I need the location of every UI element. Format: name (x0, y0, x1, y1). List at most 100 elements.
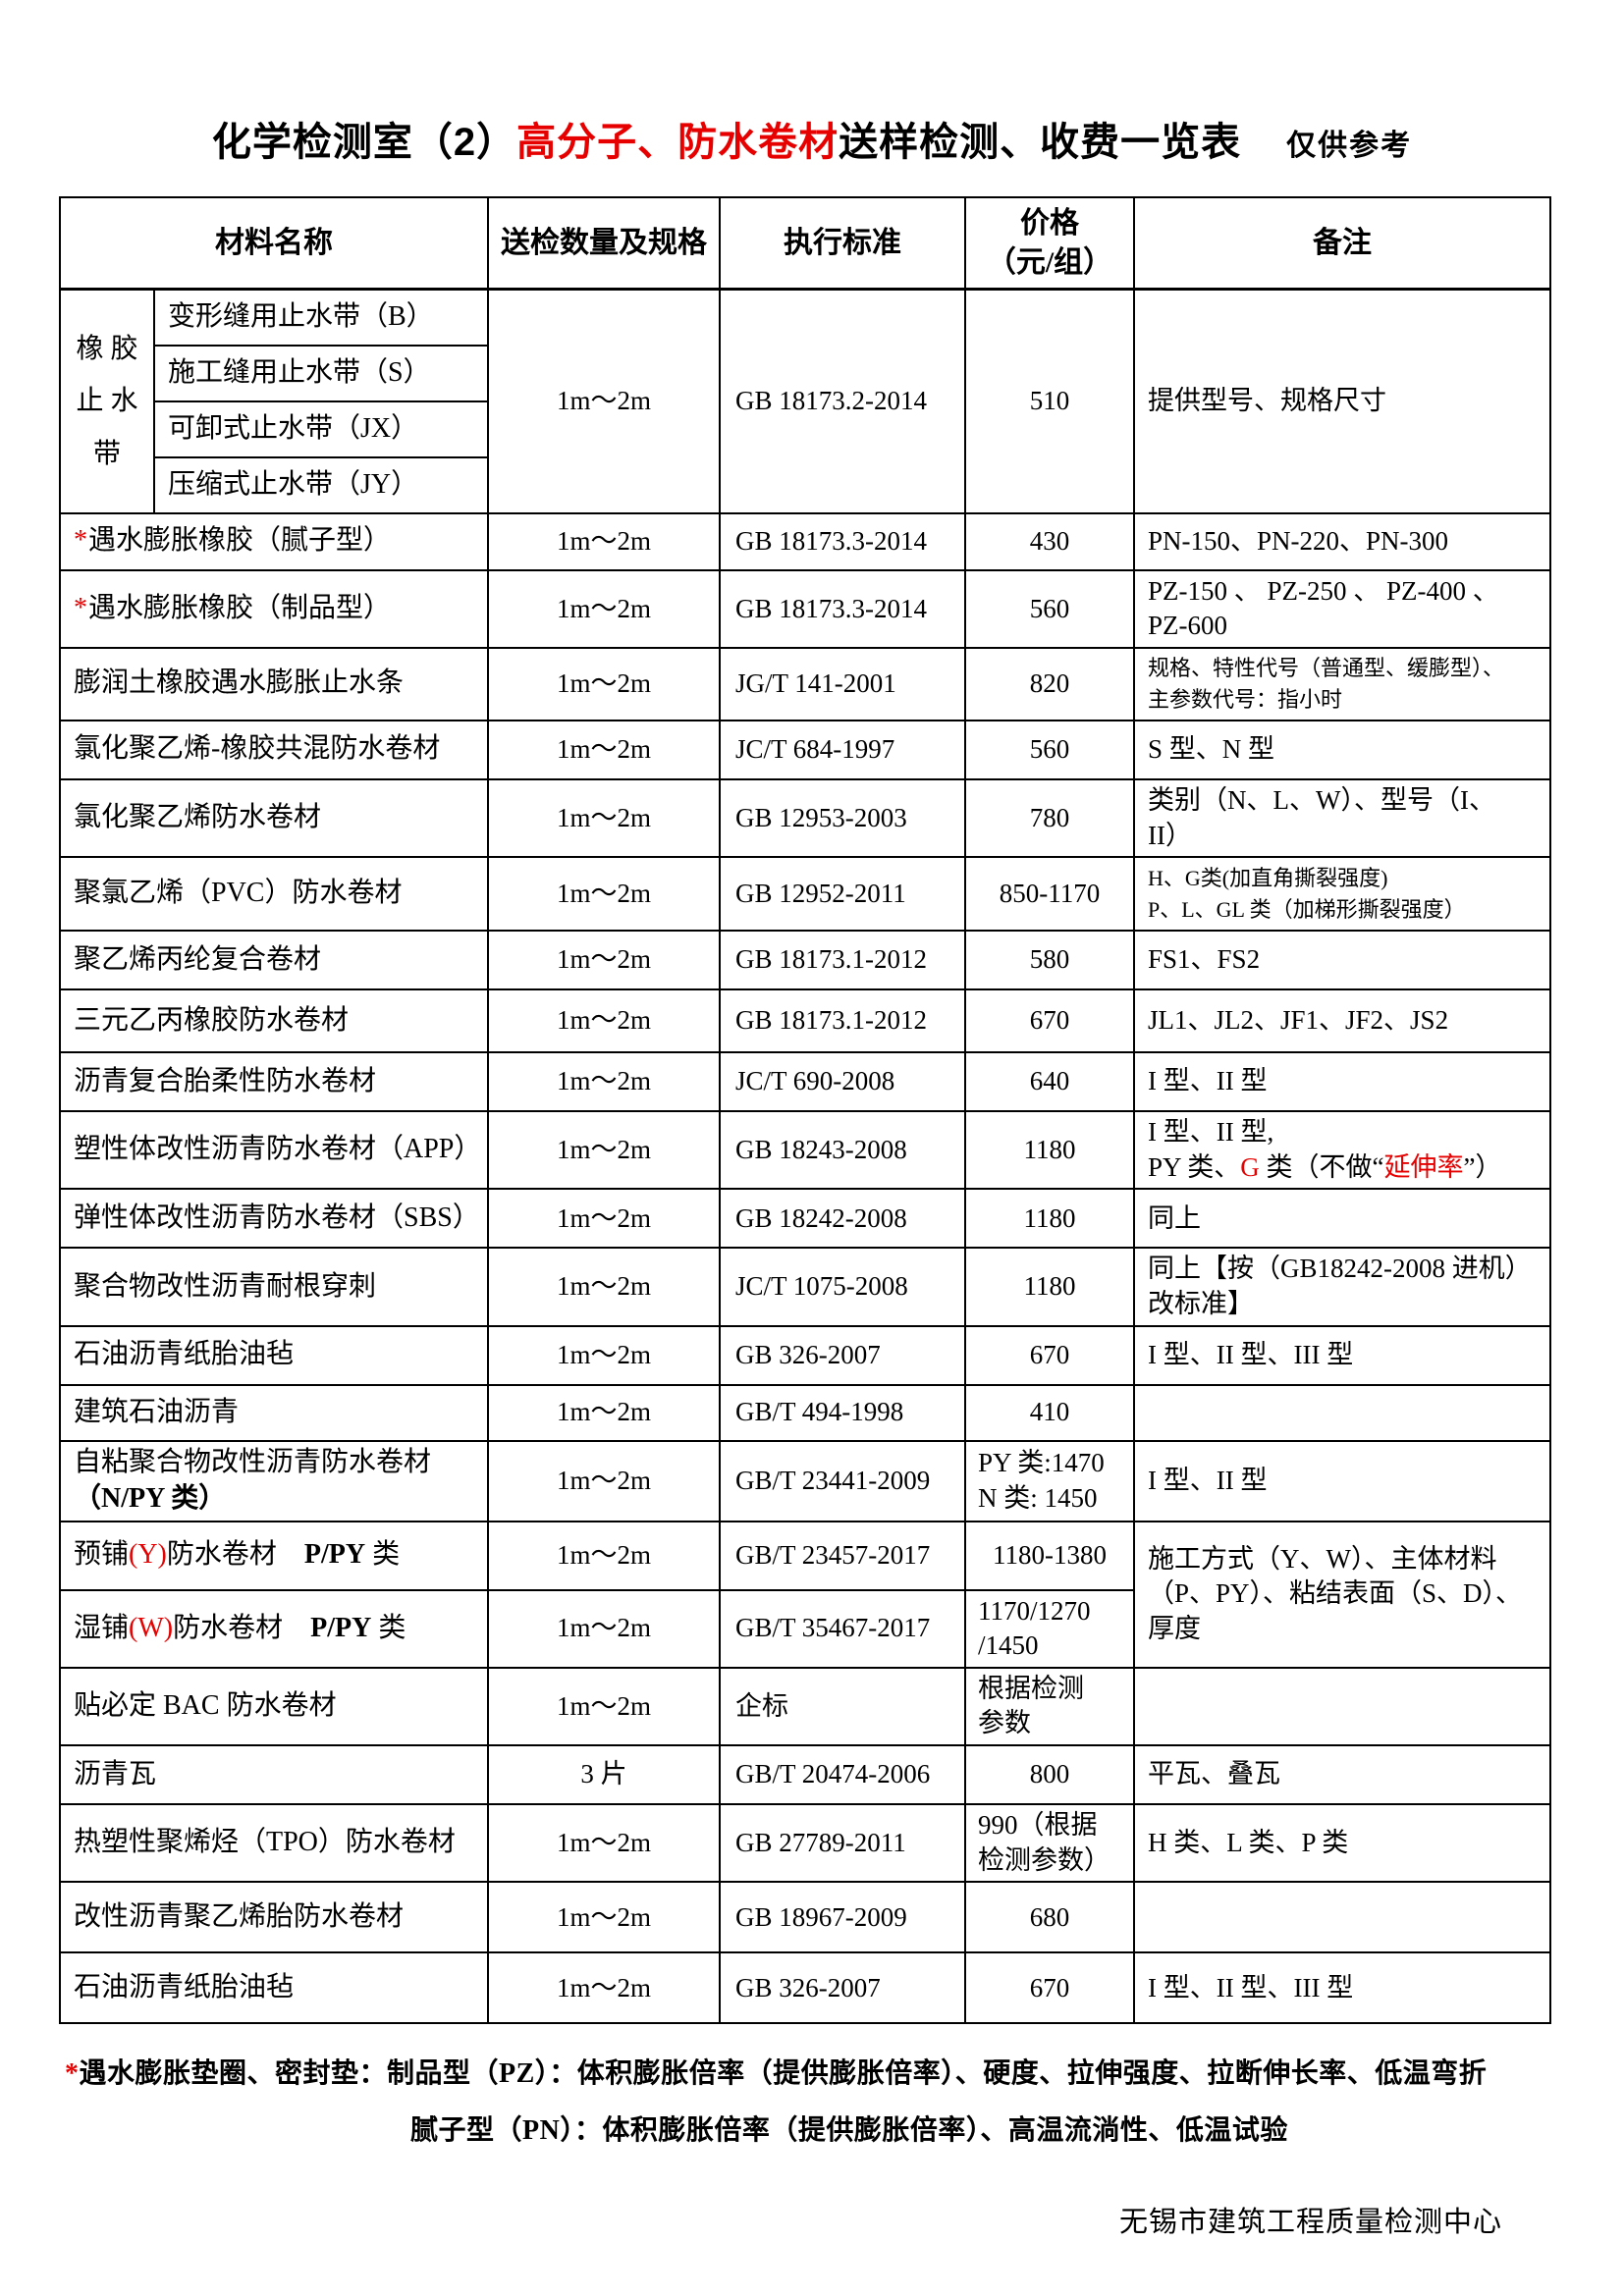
standard-cell: GB 18242-2008 (719, 1188, 966, 1250)
price-cell: 640 (964, 1051, 1135, 1113)
standard-cell: GB 18173.3-2014 (719, 568, 966, 649)
standard-cell: JG/T 141-2001 (719, 646, 966, 721)
price-cell: 560 (964, 568, 1135, 649)
standard-cell: GB/T 20474-2006 (719, 1744, 966, 1806)
table-row: 自粘聚合物改性沥青防水卷材 （N/PY 类） 1m～2m GB/T 23441-… (59, 1439, 1551, 1522)
page-title: 化学检测室（2）高分子、防水卷材送样检测、收费一览表 仅供参考 (0, 110, 1624, 167)
title-part2: 送样检测、收费一览表 (839, 121, 1242, 164)
standard-cell: GB 326-2007 (719, 1951, 966, 2025)
material-name-cell: 沥青复合胎柔性防水卷材 (59, 1051, 489, 1113)
table-row: *遇水膨胀橡胶（腻子型） 1m～2m GB 18173.3-2014 430 P… (59, 511, 1551, 571)
footnote-line-2: 腻子型（PN）：体积膨胀倍率（提供膨胀倍率）、高温流淌性、低温试验 (410, 2115, 1288, 2147)
material-name: 防水卷材 (166, 1539, 304, 1571)
footnote-line-1: *遇水膨胀垫圈、密封垫：制品型（PZ）：体积膨胀倍率（提供膨胀倍率）、硬度、拉伸… (65, 2052, 1624, 2091)
price-cell: 1180 (964, 1188, 1135, 1250)
table-row: 氯化聚乙烯-橡胶共混防水卷材 1m～2m JC/T 684-1997 560 S… (59, 719, 1551, 780)
price-cell: 根据检测 参数 (964, 1666, 1135, 1747)
table-row: 热塑性聚烯烃（TPO）防水卷材 1m～2m GB 27789-2011 990（… (59, 1803, 1551, 1884)
material-name-cell: *遇水膨胀橡胶（腻子型） (59, 511, 489, 571)
table-row: 沥青复合胎柔性防水卷材 1m～2m JC/T 690-2008 640 I 型、… (59, 1051, 1551, 1113)
material-name-cell: 氯化聚乙烯防水卷材 (59, 777, 489, 859)
column-header-remark: 备注 (1133, 196, 1551, 292)
price-cell: 780 (964, 777, 1135, 859)
quantity-cell: 1m～2m (487, 1051, 721, 1113)
material-name: 遇水膨胀橡胶（腻子型） (88, 525, 392, 557)
remark-cell: 同上【按（GB18242-2008 进机） 改标准】 (1133, 1247, 1551, 1327)
table-row: 湿铺(W)防水卷材 P/PY 类 1m～2m GB/T 35467-2017 1… (59, 1588, 1550, 1669)
remark-cell: H 类、L 类、P 类 (1133, 1803, 1551, 1884)
standard-cell: GB 18173.1-2012 (719, 930, 966, 991)
quantity-cell: 1m～2m (487, 1188, 721, 1250)
quantity-cell: 1m～2m (487, 1951, 721, 2025)
material-name-cell: 改性沥青聚乙烯胎防水卷材 (59, 1881, 489, 1954)
table-row: 聚氯乙烯（PVC）防水卷材 1m～2m GB 12952-2011 850-11… (59, 856, 1551, 933)
page-title-text: 化学检测室（2）高分子、防水卷材送样检测、收费一览表 (212, 121, 1241, 164)
material-name-bold: （N/PY 类） (74, 1482, 227, 1514)
material-name-cell: 建筑石油沥青 (59, 1383, 489, 1442)
price-cell: 1180-1380 (964, 1520, 1135, 1591)
material-name-cell: 氯化聚乙烯-橡胶共混防水卷材 (59, 719, 489, 780)
quantity-cell: 1m～2m (487, 1383, 721, 1442)
quantity-cell: 1m～2m (487, 930, 721, 991)
remark-cell: 提供型号、规格尺寸 (1133, 288, 1551, 514)
table-row: 石油沥青纸胎油毡 1m～2m GB 326-2007 670 I 型、II 型、… (59, 1951, 1551, 2025)
table-row: 聚合物改性沥青耐根穿刺 1m～2m JC/T 1075-2008 1180 同上… (59, 1247, 1551, 1327)
price-cell: 670 (964, 1324, 1135, 1386)
column-header-standard: 执行标准 (719, 196, 966, 292)
quantity-cell: 1m～2m (487, 511, 721, 571)
price-cell: 1180 (964, 1247, 1135, 1327)
quantity-cell: 1m～2m (487, 777, 721, 859)
quantity-cell: 1m～2m (487, 646, 721, 721)
column-header-material: 材料名称 (59, 196, 489, 292)
material-name-cell: 塑性体改性沥青防水卷材（APP） (59, 1110, 489, 1191)
title-note: 仅供参考 (1286, 130, 1413, 162)
quantity-cell: 1m～2m (487, 288, 721, 514)
remark-cell: I 型、II 型、III 型 (1133, 1324, 1551, 1386)
standard-cell: GB 18243-2008 (719, 1110, 966, 1191)
remark-cell (1133, 1881, 1551, 1954)
standard-cell: JC/T 684-1997 (719, 719, 966, 780)
remark-cell (1133, 1383, 1551, 1442)
remark-cell: I 型、II 型 (1133, 1439, 1551, 1522)
table-row: 石油沥青纸胎油毡 1m～2m GB 326-2007 670 I 型、II 型、… (59, 1324, 1551, 1386)
material-name-bold: P/PY (310, 1612, 372, 1643)
price-cell: 850-1170 (964, 856, 1135, 933)
column-header-quantity: 送检数量及规格 (487, 196, 721, 292)
material-name-cell: 石油沥青纸胎油毡 (59, 1324, 489, 1386)
price-cell: 410 (964, 1383, 1135, 1442)
quantity-cell: 1m～2m (487, 988, 721, 1054)
material-name-cell: 预铺(Y)防水卷材 P/PY 类 (59, 1520, 489, 1591)
remark-text: 类（不做“ (1259, 1151, 1384, 1182)
quantity-cell: 1m～2m (487, 1588, 721, 1669)
material-name-cell: 聚合物改性沥青耐根穿刺 (59, 1247, 489, 1327)
material-name: 类 (365, 1539, 401, 1571)
standard-cell: GB 18173.1-2012 (719, 988, 966, 1054)
header-row: 材料名称 送检数量及规格 执行标准 价格 （元/组） 备注 (59, 196, 1551, 292)
remark-cell: 规格、特性代号（普通型、缓膨型）、 主参数代号：指小时 (1133, 646, 1551, 721)
title-red-part: 高分子、防水卷材 (516, 121, 839, 164)
material-name-cell: 三元乙丙橡胶防水卷材 (59, 988, 489, 1054)
standard-cell: JC/T 690-2008 (719, 1051, 966, 1113)
standard-cell: GB/T 23457-2017 (719, 1520, 966, 1591)
price-cell: 1170/1270 /1450 (964, 1588, 1135, 1669)
table-row: 预铺(Y)防水卷材 P/PY 类 1m～2m GB/T 23457-2017 1… (59, 1520, 1551, 1669)
table-row: 压缩式止水带（JY） (60, 455, 1550, 514)
table-row: 施工缝用止水带（S） (60, 344, 1550, 402)
remark-text: I 型、II 型, PY 类、 (1148, 1117, 1274, 1182)
material-name-cell: 施工缝用止水带（S） (153, 344, 489, 402)
standard-cell: GB 27789-2011 (719, 1803, 966, 1884)
material-name: 防水卷材 (173, 1612, 311, 1643)
material-name-cell: 聚乙烯丙纶复合卷材 (59, 930, 489, 991)
standard-cell: GB 12952-2011 (719, 856, 966, 933)
remark-cell: I 型、II 型、III 型 (1133, 1951, 1551, 2025)
remark-cell: FS1、FS2 (1133, 930, 1551, 991)
standard-cell: GB/T 23441-2009 (719, 1439, 966, 1522)
standard-cell: GB 12953-2003 (719, 777, 966, 859)
material-group-label: 橡 胶 止 水 带 (59, 288, 155, 514)
remark-cell: H、G类(加直角撕裂强度) P、L、GL 类（加梯形撕裂强度） (1133, 856, 1551, 933)
remark-cell: PN-150、PN-220、PN-300 (1133, 511, 1551, 571)
title-part1: 化学检测室（2） (211, 121, 517, 164)
material-name: 遇水膨胀橡胶（制品型） (88, 592, 392, 623)
remark-text: ”） (1463, 1151, 1502, 1182)
quantity-cell: 1m～2m (487, 856, 721, 933)
